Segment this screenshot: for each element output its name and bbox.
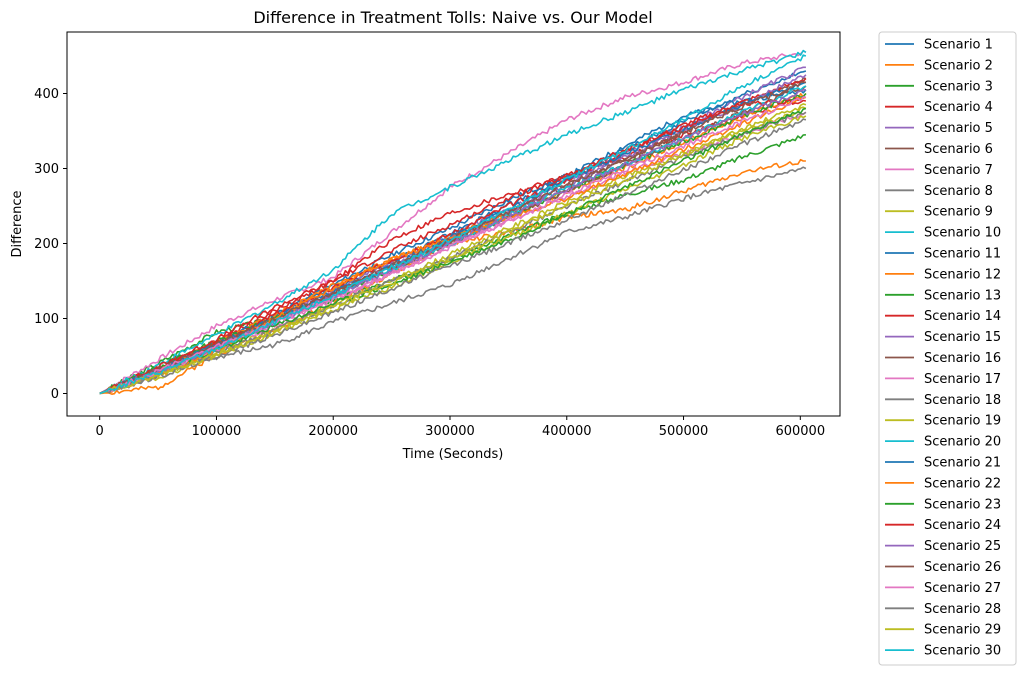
legend-label: Scenario 25 bbox=[924, 539, 1001, 554]
legend-label: Scenario 9 bbox=[924, 205, 993, 220]
y-tick-label: 400 bbox=[34, 87, 59, 102]
legend-label: Scenario 8 bbox=[924, 184, 993, 199]
legend-label: Scenario 5 bbox=[924, 121, 993, 136]
legend-label: Scenario 1 bbox=[924, 38, 993, 53]
legend-label: Scenario 24 bbox=[924, 518, 1001, 533]
x-tick-label: 400000 bbox=[542, 424, 592, 439]
legend: Scenario 1 Scenario 2 Scenario 3 Scenario 4… bbox=[878, 31, 1017, 666]
series-line bbox=[99, 50, 807, 395]
series-line bbox=[99, 54, 807, 395]
legend-label: Scenario 22 bbox=[924, 476, 1001, 491]
legend-label: Scenario 18 bbox=[924, 393, 1001, 408]
series-line bbox=[99, 115, 807, 395]
chart-title: Difference in Treatment Tolls: Naive vs.… bbox=[253, 8, 652, 27]
legend-label: Scenario 28 bbox=[924, 602, 1001, 617]
x-axis-label: Time (Seconds) bbox=[402, 447, 504, 462]
y-tick-label: 100 bbox=[34, 312, 59, 327]
legend-label: Scenario 13 bbox=[924, 288, 1001, 303]
series-line bbox=[99, 96, 807, 395]
legend-label: Scenario 4 bbox=[924, 100, 993, 115]
legend-label: Scenario 3 bbox=[924, 79, 993, 94]
legend-label: Scenario 14 bbox=[924, 309, 1001, 324]
x-tick-label: 200000 bbox=[308, 424, 358, 439]
legend-label: Scenario 23 bbox=[924, 497, 1001, 512]
legend-label: Scenario 16 bbox=[924, 351, 1001, 366]
series-line bbox=[99, 99, 807, 395]
x-tick-label: 300000 bbox=[425, 424, 475, 439]
legend-label: Scenario 15 bbox=[924, 330, 1001, 345]
series-layer bbox=[99, 49, 807, 396]
legend-label: Scenario 27 bbox=[924, 581, 1001, 596]
y-tick-label: 300 bbox=[34, 162, 59, 177]
series-line bbox=[99, 103, 807, 395]
y-axis-label: Difference bbox=[10, 190, 25, 257]
legend-label: Scenario 20 bbox=[924, 435, 1001, 450]
series-line bbox=[99, 96, 807, 395]
x-tick-label: 100000 bbox=[192, 424, 242, 439]
legend-label: Scenario 26 bbox=[924, 560, 1001, 575]
legend-label: Scenario 2 bbox=[924, 58, 993, 73]
x-tick-label: 600000 bbox=[775, 424, 825, 439]
plot-area bbox=[66, 31, 841, 417]
series-line bbox=[99, 118, 807, 395]
y-tick-label: 200 bbox=[34, 237, 59, 252]
x-tick-label: 500000 bbox=[659, 424, 709, 439]
legend-label: Scenario 21 bbox=[924, 456, 1001, 471]
legend-label: Scenario 6 bbox=[924, 142, 993, 157]
x-axis: 0 100000 200000 300000 400000 500000 600000 bbox=[96, 416, 825, 439]
legend-label: Scenario 17 bbox=[924, 372, 1001, 387]
y-tick-label: 0 bbox=[51, 387, 59, 402]
legend-label: Scenario 7 bbox=[924, 163, 993, 178]
legend-label: Scenario 10 bbox=[924, 226, 1001, 241]
legend-label: Scenario 11 bbox=[924, 247, 1001, 262]
x-tick-label: 0 bbox=[96, 424, 104, 439]
legend-label: Scenario 12 bbox=[924, 267, 1001, 282]
legend-label: Scenario 19 bbox=[924, 414, 1001, 429]
plot-frame bbox=[66, 31, 841, 417]
y-axis: 0 100 200 300 400 bbox=[34, 87, 67, 402]
legend-label: Scenario 29 bbox=[924, 623, 1001, 638]
series-line bbox=[99, 166, 807, 395]
legend-label: Scenario 30 bbox=[924, 644, 1001, 659]
series-line bbox=[99, 49, 807, 395]
